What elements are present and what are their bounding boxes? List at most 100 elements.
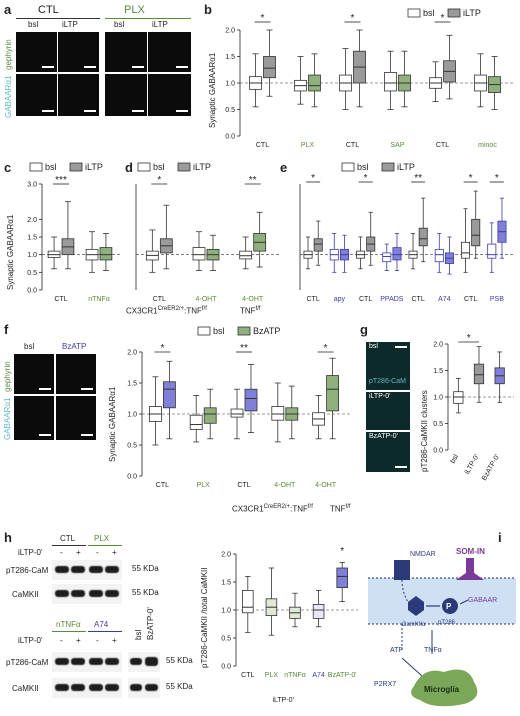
box-CTL-iLTP xyxy=(471,218,481,247)
sig-mark: ** xyxy=(240,343,248,354)
som-terminal xyxy=(466,558,474,574)
chart-c: 0.0 0.5 1.0 1.5 2.0 3.0 CTL nTNFα bsl iLTP *** xyxy=(27,162,122,303)
x-label: BzATP-0' xyxy=(328,672,357,679)
panel-f-letter: f xyxy=(4,322,9,337)
x-label: CTL xyxy=(412,296,425,303)
panel-a-col-iltp-2: iLTP xyxy=(152,20,168,29)
panel-f-genotype-1: CX3CR1CreER2/+:TNFf/f xyxy=(232,504,313,514)
y-tick-label: 1.0 xyxy=(221,608,231,615)
panel-d-genotype-2: TNFf/f xyxy=(240,306,261,316)
box-CTL-BzATP xyxy=(163,381,176,409)
sig-mark: ** xyxy=(249,175,257,186)
panel-a-label-gabaar: GABAARα1 xyxy=(4,75,13,118)
micrograph-a-plx-bsl-gabaar xyxy=(105,74,147,116)
panel-h-row-pt286-top: pT286-CaM xyxy=(6,566,49,575)
micrograph-f-bzatp-gephyrin xyxy=(56,354,96,394)
sig-mark: * xyxy=(261,13,265,24)
panel-h-top-group-plx: PLX xyxy=(94,534,110,543)
x-label: CTL xyxy=(256,142,269,149)
box-4-OHT-BzATP xyxy=(326,375,340,412)
panel-h-row-pt286-bottom: pT286-CaM xyxy=(6,658,49,667)
panel-h-extra-bzatp: BzATP-0' xyxy=(146,607,155,640)
x-label: CTL xyxy=(156,482,169,489)
box-4-OHT-bsl xyxy=(271,406,285,421)
x-label: iLTP-0' xyxy=(464,454,481,476)
sig-mark: * xyxy=(340,546,344,557)
x-label: BzATP-0' xyxy=(481,454,501,482)
blot-bottom-pt286 xyxy=(52,652,122,672)
box-CTL-iLTP xyxy=(418,227,428,247)
box-A74-bsl xyxy=(434,248,444,263)
panel-h-extra-bsl: bsl xyxy=(134,629,143,640)
x-label: 4-OHT xyxy=(315,482,337,489)
microglia-label: Microglia xyxy=(424,685,460,694)
box-SAP-bsl xyxy=(384,72,397,92)
panel-g-img-label-bzatp: BzATP-0' xyxy=(369,433,398,440)
x-label: nTNFα xyxy=(284,672,306,679)
panel-a-group-ctl: CTL xyxy=(38,4,59,16)
legend-label: BzATP xyxy=(253,326,280,336)
box-CTL-bsl xyxy=(230,408,244,418)
x-label: CTL xyxy=(307,296,320,303)
chart-b: 0.0 0.5 1.0 1.5 2.0 CTL PLX CTL SAP CTL minoc bsl iL… xyxy=(225,8,514,149)
y-tick-label: 0.5 xyxy=(433,421,443,428)
y-tick-label: 0.5 xyxy=(225,107,235,114)
sig-mark: * xyxy=(467,333,471,344)
panel-e-letter: e xyxy=(280,160,288,175)
legend-swatch xyxy=(29,162,43,172)
panel-a-plx-rule xyxy=(105,18,191,19)
panel-h-mark-3: - xyxy=(96,548,99,557)
gabaar-label: GABAAR xyxy=(468,597,497,604)
p-label: P xyxy=(446,602,452,611)
micrograph-g-bsl: bsl pT286-CaM xyxy=(366,342,410,390)
box-nTNFα-iLTP xyxy=(99,247,113,261)
y-tick-label: 2.0 xyxy=(27,217,37,224)
box-CTL-iLTP xyxy=(263,56,276,79)
panel-h-row-camk-top: CaMKII xyxy=(12,590,39,599)
panel-a-ctl-rule xyxy=(16,18,100,19)
panel-h-treat-label-top: iLTP-0' xyxy=(18,548,43,557)
legend-swatch xyxy=(69,162,83,172)
atp-label: ATP xyxy=(390,647,403,654)
micrograph-g-iltp: iLTP-0' xyxy=(366,392,410,430)
panel-f-genotype-2: TNFf/f xyxy=(330,504,351,514)
blot-top-pt286 xyxy=(52,560,122,580)
x-label: PSB xyxy=(490,296,504,303)
micrograph-f-bsl-gabaar xyxy=(14,396,54,440)
y-tick-label: 2.0 xyxy=(221,552,231,559)
panel-g-img-label-bsl: bsl xyxy=(369,343,378,350)
x-label: CTL xyxy=(464,296,477,303)
legend-swatch xyxy=(197,326,211,336)
micrograph-f-bzatp-gabaar xyxy=(56,396,96,440)
blot-bottom-camk xyxy=(52,678,122,698)
panel-h-kda-2: 55 KDa xyxy=(132,588,159,597)
x-label: CTL xyxy=(54,296,67,303)
legend-swatch xyxy=(177,162,191,172)
nmdar-receptor xyxy=(394,560,410,580)
x-label: nTNFα xyxy=(88,296,110,303)
legend-swatch xyxy=(341,162,355,172)
legend-label: iLTP xyxy=(193,162,211,172)
legend-label: bsl xyxy=(213,326,225,336)
sig-mark: *** xyxy=(55,175,67,186)
nmdar-label: NMDAR xyxy=(410,551,436,558)
x-label: A74 xyxy=(438,296,451,303)
legend-swatch xyxy=(407,8,421,18)
panel-c-ylabel: Synaptic GABAARα1 xyxy=(6,214,15,290)
camk-hexagon xyxy=(408,596,424,616)
panel-h-top-group-ctl: CTL xyxy=(60,534,76,543)
blot-bottom-pt286-extra xyxy=(128,652,160,672)
sig-mark: * xyxy=(160,343,164,354)
y-tick-label: 1.0 xyxy=(225,81,235,88)
schematic-i: NMDAR SOM-IN CamKIIα P pT286 GABAAR ATP … xyxy=(368,547,516,707)
box-PPADS-bsl xyxy=(382,252,392,263)
box-BzATP-0'-values xyxy=(336,567,348,589)
x-label: CTL xyxy=(436,142,449,149)
box-CTL-iLTP xyxy=(313,238,323,252)
box-iLTP-0'-values xyxy=(473,363,485,385)
legend-label: bsl xyxy=(153,162,165,172)
box-4-OHT-bsl xyxy=(239,250,253,260)
sig-mark: * xyxy=(495,173,499,184)
panel-c-letter: c xyxy=(4,160,12,175)
x-label: A74 xyxy=(312,672,325,679)
